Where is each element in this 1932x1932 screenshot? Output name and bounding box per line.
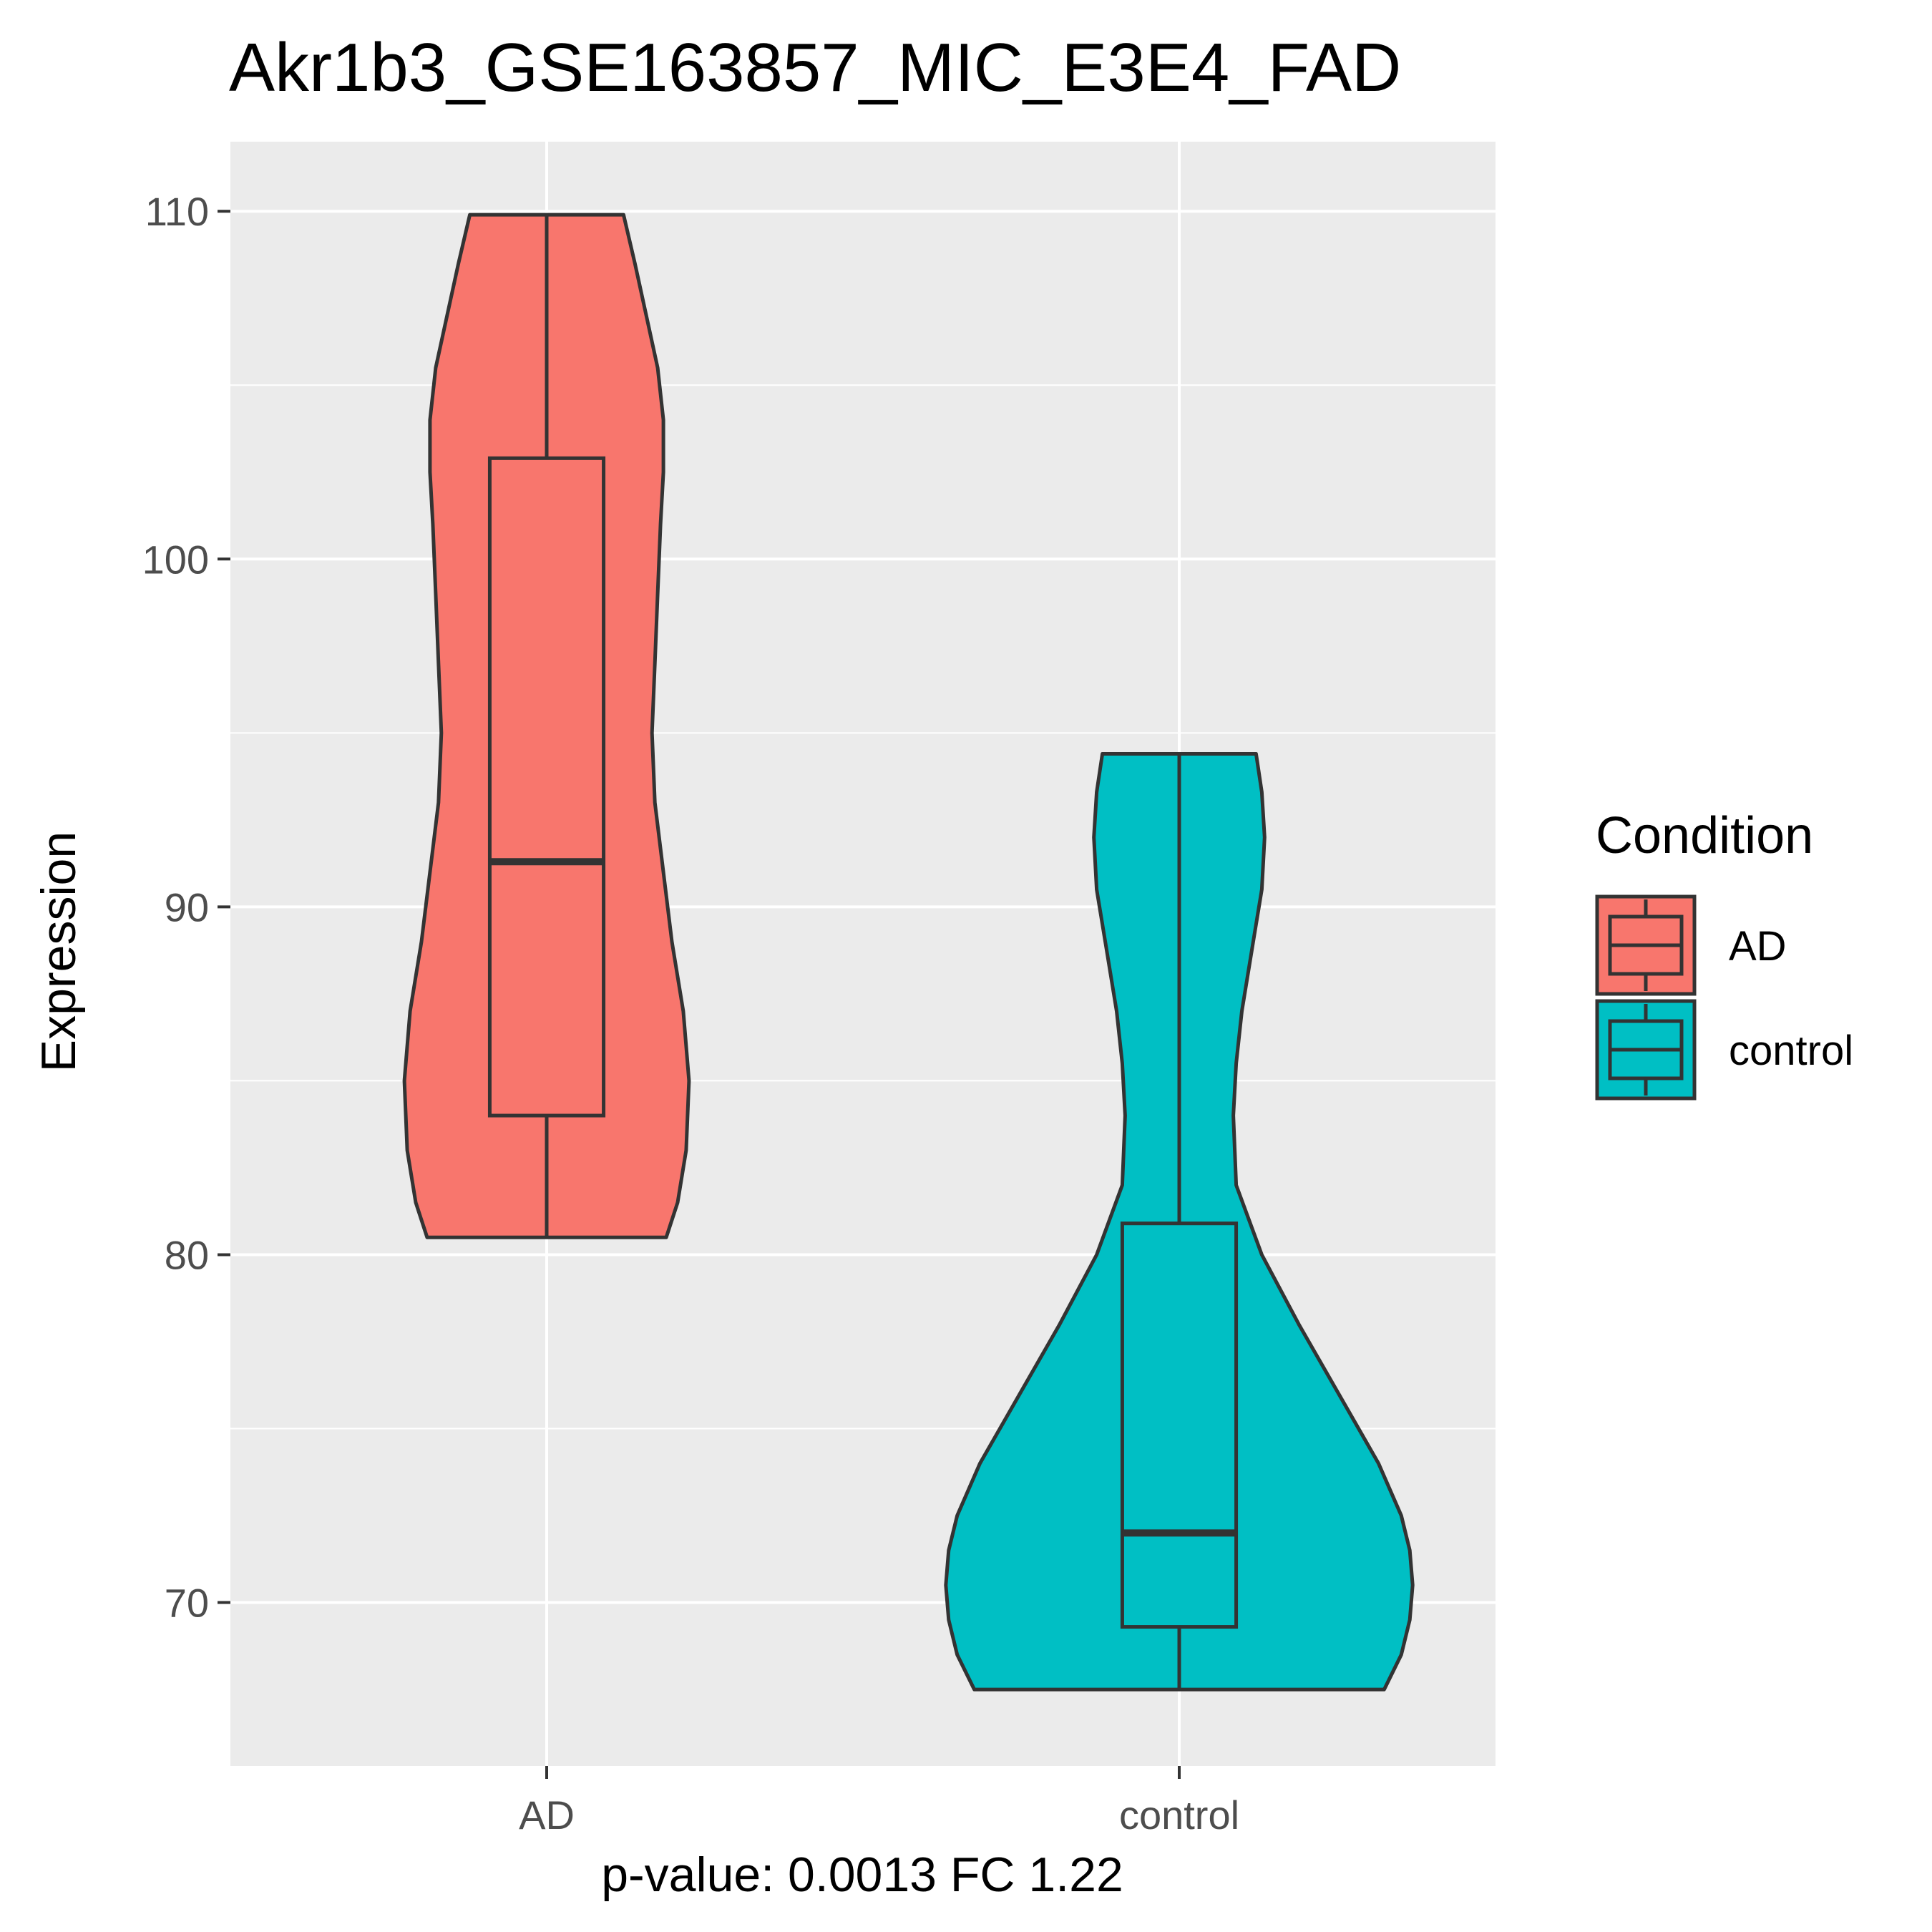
violins-layer — [402, 213, 1415, 1692]
legend-item-AD: AD — [1595, 894, 1787, 996]
y-axis-title: Expression — [31, 831, 86, 1072]
box-iqr — [1120, 1221, 1239, 1629]
y-tick-label: 70 — [165, 1581, 209, 1626]
y-tick-label: 90 — [165, 884, 209, 930]
legend-label: control — [1729, 1028, 1853, 1074]
violin-group-control — [944, 752, 1415, 1692]
y-tick-label: 110 — [145, 189, 209, 234]
axes-layer: 70 80 90 100 110 AD control — [142, 189, 1239, 1838]
chart-title: Akr1b3_GSE163857_MIC_E3E4_FAD — [229, 29, 1401, 106]
y-tick-label: 80 — [165, 1232, 209, 1277]
box-iqr — [487, 456, 606, 1118]
x-axis-title: p-value: 0.0013 FC 1.22 — [601, 1848, 1123, 1902]
legend-item-control: control — [1595, 999, 1853, 1101]
x-tick-label: control — [1119, 1792, 1239, 1838]
x-tick-label: AD — [519, 1792, 575, 1838]
y-tick-label: 100 — [142, 537, 209, 582]
violin-group-AD — [402, 213, 691, 1239]
legend-label: AD — [1729, 923, 1787, 970]
legend-title: Condition — [1596, 807, 1813, 864]
legend: Condition AD control — [1595, 807, 1853, 1101]
